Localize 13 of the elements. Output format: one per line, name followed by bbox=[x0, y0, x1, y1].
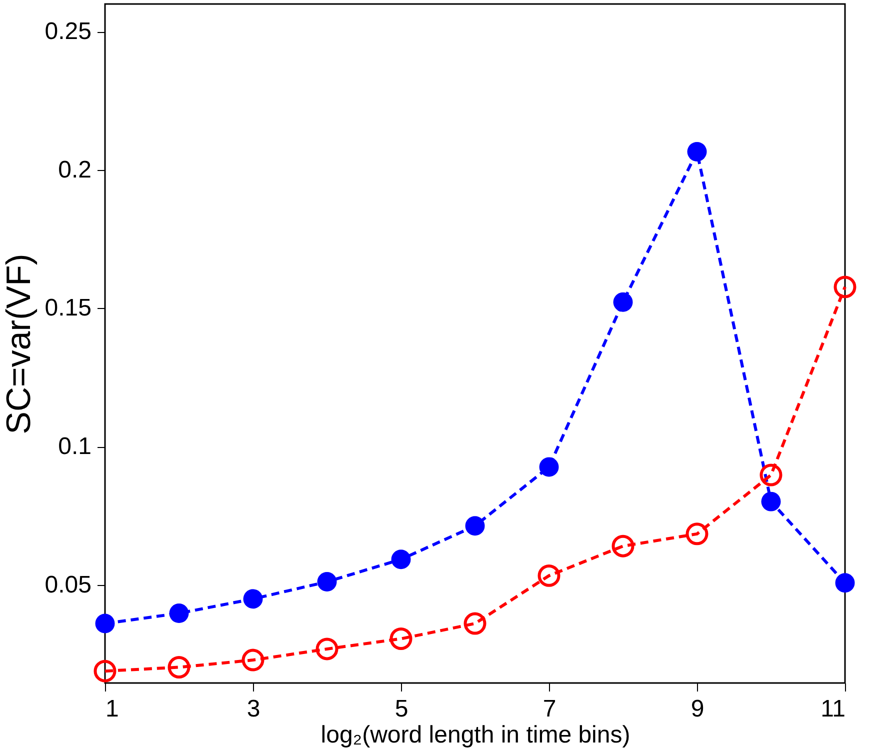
y-tick-label: 0.25 bbox=[44, 18, 92, 46]
y-tick-label: 0.15 bbox=[44, 294, 92, 322]
x-tick-label: 3 bbox=[246, 696, 260, 722]
y-tick-label: 0.05 bbox=[44, 571, 92, 598]
y-tick-label: 0.1 bbox=[58, 433, 92, 460]
x-tick-label: 1 bbox=[106, 696, 119, 722]
x-tick-label: 11 bbox=[820, 696, 846, 722]
x-tick-label: 7 bbox=[542, 696, 556, 722]
y-tick-label: 0.2 bbox=[58, 156, 92, 184]
y-axis-title: SC=var(VF) bbox=[0, 254, 38, 434]
x-tick-label: 9 bbox=[690, 696, 704, 722]
x-tick-label: 5 bbox=[394, 696, 408, 722]
x-axis-title: log₂(word length in time bins) bbox=[320, 722, 630, 748]
